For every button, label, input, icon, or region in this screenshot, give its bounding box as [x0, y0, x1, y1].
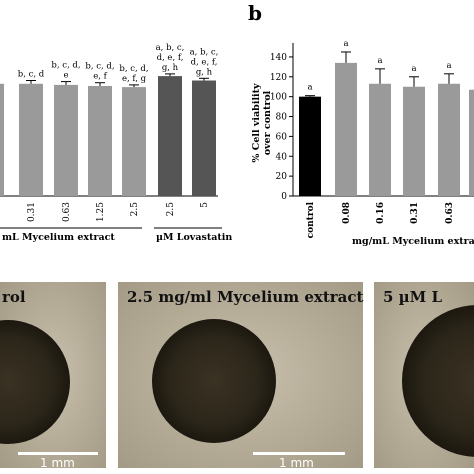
- panel-a-annotation: e, f, g: [122, 74, 147, 84]
- panel-b-bar: [335, 62, 357, 196]
- photo-control: [0, 282, 106, 468]
- panel-b-bar: [403, 86, 425, 196]
- panel-b-y-tick-label: 0: [281, 192, 287, 202]
- panel-a-group-label: µM Lovastatin: [156, 232, 232, 243]
- panel-b-annotation: a: [446, 61, 451, 71]
- panel-b-bar: [469, 89, 474, 196]
- panel-a-tick-label: 0.63: [62, 202, 72, 222]
- panel-a-bar: [0, 83, 4, 196]
- panel-a-tick-label: 1.25: [96, 202, 106, 222]
- scale-label-mycelium: 1 mm: [279, 456, 314, 470]
- panel-a-annotation: b, c, d,: [85, 62, 114, 72]
- panel-b-label: b: [248, 1, 262, 25]
- panel-b-tick-label: control: [306, 201, 316, 238]
- panel-b-y-tick-label: 80: [276, 113, 288, 123]
- panel-a-chart: cb, c, d0.31b, c, d,e0.63b, c, d,e, f1.2…: [0, 43, 232, 243]
- panel-b-bar: [438, 83, 460, 196]
- panel-a-bar: [158, 76, 182, 196]
- panel-b-group-label: mg/mL Mycelium extract: [352, 236, 474, 247]
- panel-a-tick-label: 5: [200, 202, 210, 208]
- panel-b-y-tick-label: 140: [270, 53, 287, 63]
- panel-a-annotation: e, f: [93, 72, 107, 82]
- panel-a-bar: [192, 80, 216, 196]
- panel-a-tick-label: 2.5: [166, 202, 176, 217]
- panel-b-y-axis-label-line: over control: [262, 90, 273, 155]
- panel-b-y-tick-label: 60: [276, 132, 288, 142]
- photo-mycelium: [118, 282, 363, 468]
- photo-label-control: rol: [2, 288, 26, 306]
- panel-b-y-tick-label: 120: [270, 73, 287, 83]
- panel-b-annotation: a: [307, 83, 312, 93]
- panel-a-tick-label: 0.31: [27, 202, 37, 222]
- panel-b-y-tick-label: 40: [276, 152, 288, 162]
- panel-b-tick-label: 0.08: [342, 202, 352, 224]
- panel-a-annotation: d, e, f,: [157, 53, 184, 63]
- scale-label-control: 1 mm: [40, 456, 75, 470]
- panel-b-bar: [369, 83, 391, 196]
- photo-lovastatin: [374, 282, 474, 468]
- panel-b-tick-label: 0.31: [410, 202, 420, 224]
- photo-label-lovastatin: 5 µM L: [383, 288, 443, 306]
- panel-a-annotation: g, h: [196, 67, 213, 77]
- panel-a-group-label: mL Mycelium extract: [2, 232, 115, 243]
- panel-a-bar: [19, 83, 43, 196]
- panel-a-bar: [122, 87, 146, 196]
- panel-a-annotation: a, b, c,: [156, 43, 185, 53]
- panel-a-annotation: d, e, f,: [191, 57, 218, 67]
- photo-label-mycelium: 2.5 mg/ml Mycelium extract: [127, 288, 364, 306]
- panel-b-annotation: a: [343, 39, 348, 49]
- panel-a-bar: [88, 86, 112, 196]
- panel-a-annotation: e: [63, 71, 68, 81]
- panel-a-annotation: g, h: [162, 63, 179, 73]
- panel-b-y-axis-label: % Cell viabilityover control: [251, 83, 273, 163]
- panel-a-bar: [54, 84, 78, 196]
- panel-a-annotation: b, c, d: [18, 70, 45, 80]
- panel-b-y-tick-label: 100: [270, 93, 287, 103]
- panel-a-annotation: b, c, d,: [119, 64, 148, 74]
- panel-b-tick-label: 0.63: [445, 202, 455, 224]
- panel-b-bar: [299, 96, 321, 196]
- panel-a-annotation: b, c, d,: [51, 61, 80, 71]
- panel-b-annotation: a: [411, 64, 416, 74]
- panel-a-tick-label: 2.5: [130, 202, 140, 217]
- panel-b-tick-label: 0.16: [376, 202, 386, 224]
- panel-b-y-tick-label: 20: [276, 172, 288, 182]
- panel-b-chart: 0 20 40 60 80 100 120 140 % Cell viabilityover c…: [251, 39, 474, 247]
- panel-a-annotation: a, b, c,: [190, 47, 219, 57]
- panel-b-annotation: a: [377, 56, 382, 66]
- panel-b-y-axis-label-line: % Cell viability: [251, 83, 262, 163]
